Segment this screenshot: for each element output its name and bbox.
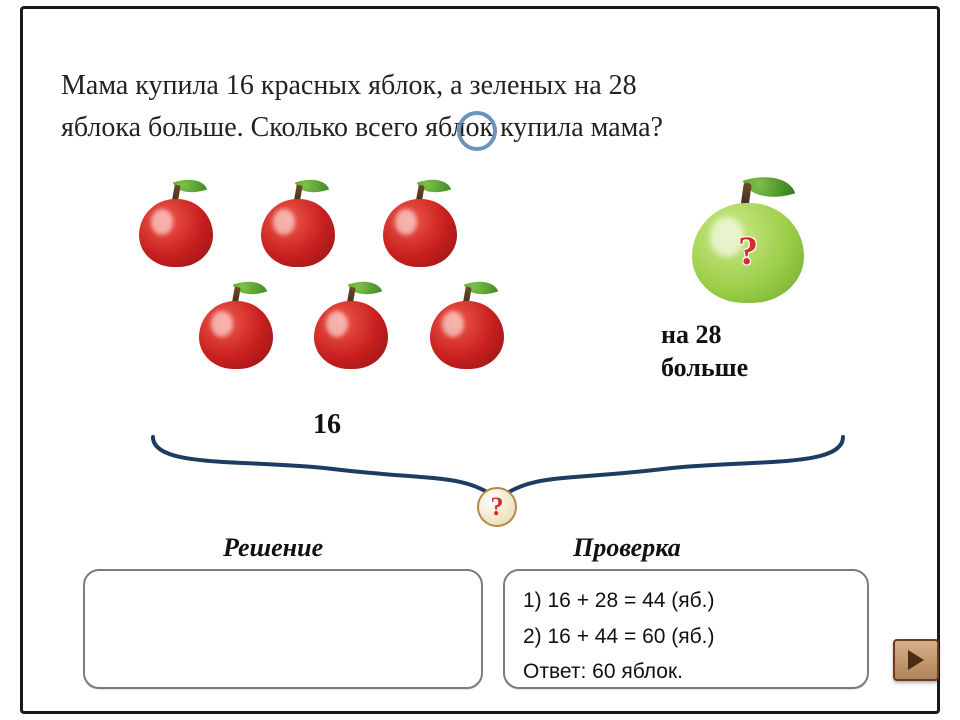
check-box: 1) 16 + 28 = 44 (яб.) 2) 16 + 44 = 60 (я… — [503, 569, 869, 689]
green-apple-icon: ? — [684, 177, 812, 307]
slide-frame: Мама купила 16 красных яблок, а зеленых … — [20, 6, 940, 714]
more-label-2: больше — [661, 353, 748, 382]
red-apple-icon — [308, 281, 387, 373]
arrow-right-icon — [908, 650, 924, 670]
check-line: Ответ: 60 яблок. — [523, 654, 849, 690]
apple-row — [193, 281, 503, 373]
check-header: Проверка — [573, 533, 681, 563]
problem-line-1: Мама купила 16 красных яблок, а зеленых … — [61, 70, 637, 101]
question-mark-icon: ? — [491, 492, 504, 522]
red-apple-icon — [377, 179, 463, 271]
red-apple-icon — [424, 281, 503, 373]
section-headers: Решение Проверка — [23, 533, 937, 563]
highlight-circle — [457, 111, 497, 151]
question-badge: ? — [477, 487, 517, 527]
red-apple-icon — [133, 179, 219, 271]
apple-row — [133, 179, 503, 271]
check-line: 2) 16 + 44 = 60 (яб.) — [523, 619, 849, 655]
more-label-1: на 28 — [661, 320, 721, 349]
check-line: 1) 16 + 28 = 44 (яб.) — [523, 583, 849, 619]
next-button[interactable] — [893, 639, 939, 681]
question-mark-icon: ? — [738, 227, 758, 274]
red-apples-group — [133, 179, 503, 389]
solution-header: Решение — [223, 533, 323, 563]
problem-line-2: яблока больше. Сколько всего яблок купил… — [61, 112, 663, 143]
green-apple-group: ? — [673, 177, 823, 307]
red-apple-icon — [193, 281, 272, 373]
solution-box[interactable] — [83, 569, 483, 689]
red-apple-icon — [255, 179, 341, 271]
problem-statement: Мама купила 16 красных яблок, а зеленых … — [61, 65, 941, 149]
more-label: на 28 больше — [661, 319, 748, 384]
